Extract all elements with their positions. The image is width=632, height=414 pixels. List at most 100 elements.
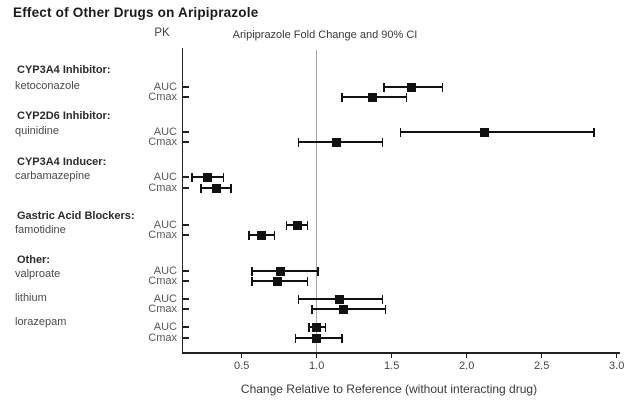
ci-cap-left bbox=[399, 127, 402, 137]
row-tick bbox=[182, 224, 189, 226]
x-tick bbox=[540, 352, 543, 358]
row-tick bbox=[182, 131, 189, 133]
x-tick bbox=[315, 352, 318, 358]
ci-cap-right bbox=[306, 220, 309, 230]
ci-bar bbox=[312, 308, 386, 310]
ci-cap-left bbox=[383, 82, 385, 92]
row-tick bbox=[182, 176, 189, 178]
group-header: CYP3A4 Inhibitor: bbox=[17, 64, 111, 76]
ci-cap-right bbox=[593, 127, 595, 137]
x-tick-label: 3.0 bbox=[609, 360, 625, 372]
x-tick-label: 2.0 bbox=[459, 360, 475, 372]
row-tick bbox=[182, 141, 189, 143]
ci-cap-left bbox=[297, 294, 300, 304]
group-header: Gastric Acid Blockers: bbox=[17, 210, 135, 222]
drug-name: quinidine bbox=[15, 125, 60, 137]
group-header: CYP2D6 Inhibitor: bbox=[17, 110, 111, 122]
ci-cap-left bbox=[251, 276, 253, 286]
drug-name: valproate bbox=[15, 268, 61, 280]
pk-axis-line bbox=[181, 48, 183, 353]
point-marker bbox=[273, 276, 283, 286]
pk-row-label: AUC bbox=[153, 126, 177, 138]
ci-cap-left bbox=[191, 172, 193, 182]
pk-row-label: Cmax bbox=[148, 91, 177, 103]
x-axis-label: Change Relative to Reference (without in… bbox=[240, 382, 538, 396]
pk-row-label: AUC bbox=[153, 219, 177, 231]
x-tick bbox=[465, 352, 468, 358]
ci-cap-left bbox=[341, 92, 343, 102]
x-axis-line bbox=[181, 352, 620, 354]
row-tick bbox=[182, 298, 189, 300]
row-tick bbox=[182, 308, 189, 310]
pk-row-label: AUC bbox=[153, 81, 177, 93]
ci-cap-right bbox=[324, 322, 327, 332]
ci-cap-right bbox=[381, 137, 384, 147]
x-tick-label: 1.0 bbox=[309, 360, 325, 372]
point-marker bbox=[367, 92, 377, 102]
drug-name: lithium bbox=[15, 292, 47, 304]
point-marker bbox=[331, 137, 341, 147]
pk-row-label: AUC bbox=[153, 171, 177, 183]
ci-cap-right bbox=[230, 183, 232, 193]
pk-row-label: Cmax bbox=[148, 303, 177, 315]
point-marker bbox=[312, 333, 322, 343]
drug-name: lorazepam bbox=[15, 316, 67, 328]
row-tick bbox=[182, 270, 189, 272]
point-marker bbox=[292, 220, 302, 230]
ci-cap-right bbox=[341, 333, 343, 343]
pk-row-label: Cmax bbox=[148, 332, 177, 344]
pk-row-label: Cmax bbox=[148, 275, 177, 287]
ci-cap-left bbox=[248, 230, 250, 240]
pk-row-label: AUC bbox=[153, 265, 177, 277]
ci-cap-left bbox=[200, 183, 202, 193]
point-marker bbox=[406, 82, 416, 92]
drug-name: carbamazepine bbox=[15, 170, 91, 182]
point-marker bbox=[312, 322, 322, 332]
x-tick bbox=[615, 352, 618, 358]
point-marker bbox=[276, 266, 286, 276]
ci-cap-right bbox=[405, 92, 408, 102]
ci-cap-right bbox=[222, 172, 225, 182]
x-tick-label: 2.5 bbox=[534, 360, 550, 372]
ci-cap-right bbox=[273, 230, 276, 240]
row-tick bbox=[182, 187, 189, 189]
row-tick bbox=[182, 234, 189, 236]
row-tick bbox=[182, 96, 189, 98]
point-marker bbox=[480, 127, 490, 137]
pk-row-label: AUC bbox=[153, 293, 177, 305]
group-header: CYP3A4 Inducer: bbox=[17, 156, 107, 168]
x-tick bbox=[390, 352, 393, 358]
ci-bar bbox=[298, 141, 383, 143]
point-marker bbox=[202, 172, 212, 182]
pk-row-label: AUC bbox=[153, 321, 177, 333]
ci-cap-right bbox=[317, 266, 319, 276]
ci-bar bbox=[400, 131, 595, 133]
pk-row-label: Cmax bbox=[148, 136, 177, 148]
ci-cap-left bbox=[251, 266, 253, 276]
chart-title: Effect of Other Drugs on Aripiprazole bbox=[13, 5, 259, 20]
row-tick bbox=[182, 280, 189, 282]
ci-cap-left bbox=[308, 322, 310, 332]
ci-cap-left bbox=[294, 333, 297, 343]
row-tick bbox=[182, 86, 189, 88]
point-marker bbox=[256, 230, 266, 240]
point-marker bbox=[339, 304, 349, 314]
x-tick bbox=[240, 352, 243, 358]
ci-bar bbox=[252, 270, 319, 272]
ci-cap-right bbox=[441, 82, 444, 92]
x-tick-label: 1.5 bbox=[384, 360, 400, 372]
ci-cap-right bbox=[384, 304, 387, 314]
pk-row-label: Cmax bbox=[148, 229, 177, 241]
reference-line bbox=[316, 50, 318, 352]
plot-column-header: Aripiprazole Fold Change and 90% CI bbox=[232, 29, 418, 41]
pk-row-label: Cmax bbox=[148, 182, 177, 194]
row-tick bbox=[182, 326, 189, 328]
group-header: Other: bbox=[17, 254, 50, 266]
drug-name: ketoconazole bbox=[15, 80, 80, 92]
ci-cap-left bbox=[297, 137, 300, 147]
x-tick-label: 0.5 bbox=[234, 360, 250, 372]
ci-cap-left bbox=[285, 220, 288, 230]
row-tick bbox=[182, 337, 189, 339]
